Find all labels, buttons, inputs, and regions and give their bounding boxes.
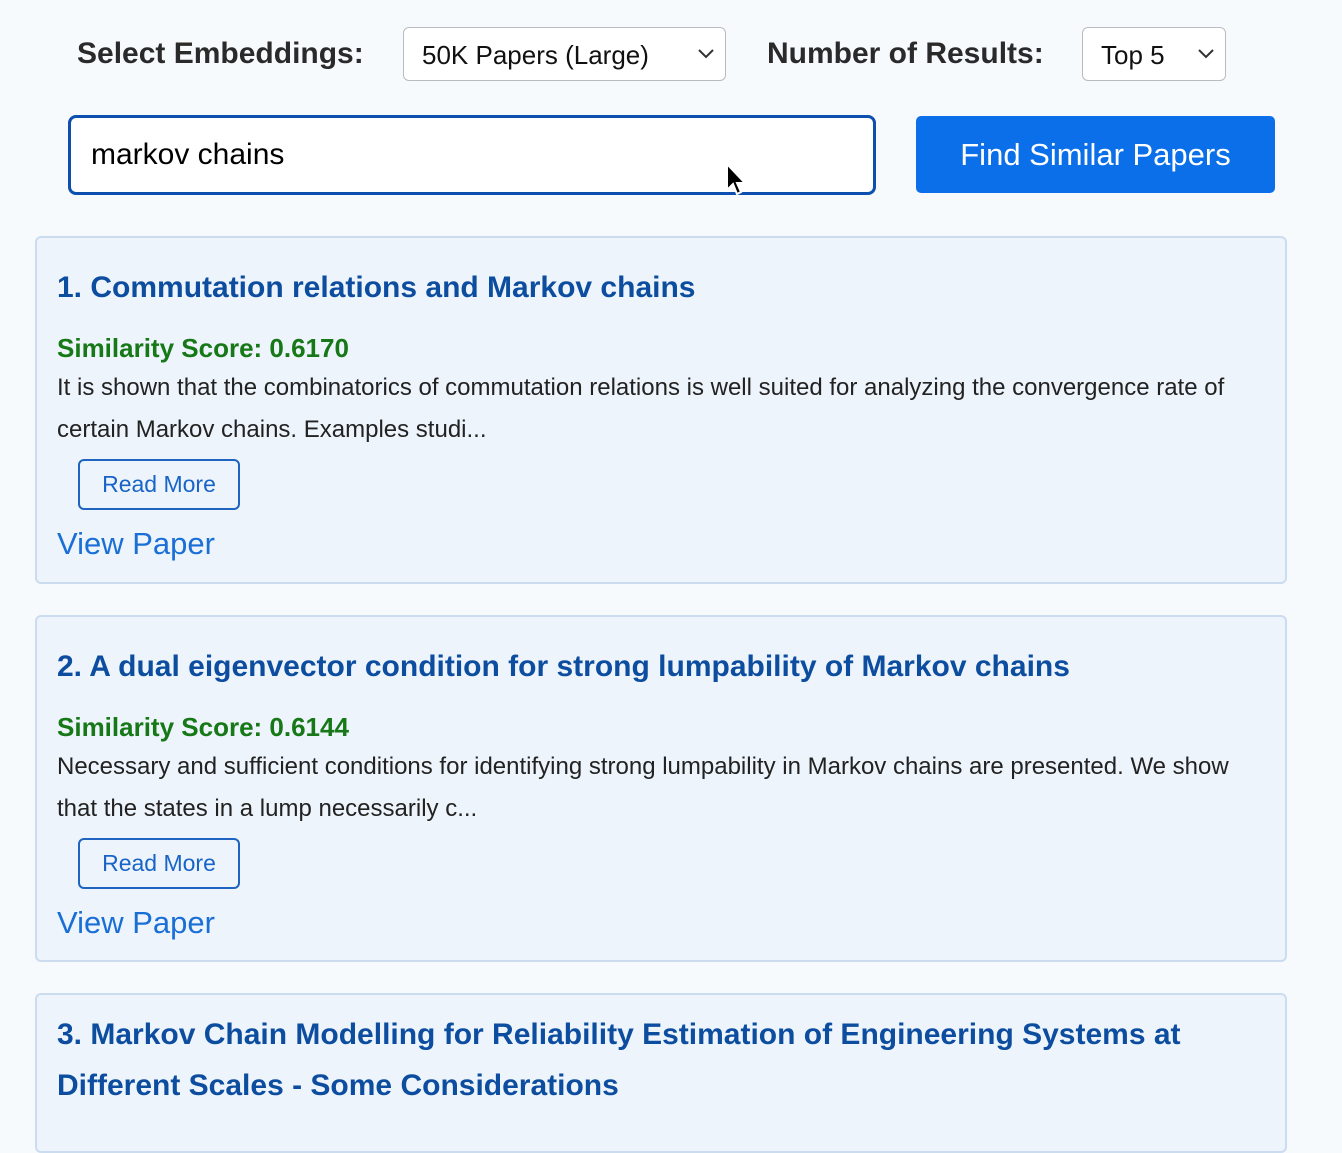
- mouse-cursor-icon: [726, 162, 748, 196]
- results-label: Number of Results:: [767, 37, 1044, 70]
- similarity-score: Similarity Score: 0.6170: [57, 333, 349, 363]
- embeddings-select-value: 50K Papers (Large): [422, 40, 649, 70]
- result-title: 3. Markov Chain Modelling for Reliabilit…: [57, 1018, 1181, 1102]
- find-similar-papers-button[interactable]: Find Similar Papers: [916, 116, 1275, 193]
- embeddings-select[interactable]: 50K Papers (Large): [403, 27, 726, 81]
- embeddings-label: Select Embeddings:: [77, 37, 364, 70]
- search-input[interactable]: [68, 115, 876, 195]
- result-card: 2. A dual eigenvector condition for stro…: [35, 615, 1287, 962]
- view-paper-link[interactable]: View Paper: [57, 905, 215, 940]
- result-abstract: It is shown that the combinatorics of co…: [57, 374, 1225, 443]
- view-paper-link[interactable]: View Paper: [57, 526, 215, 561]
- chevron-down-icon: [1198, 49, 1214, 59]
- result-title: 1. Commutation relations and Markov chai…: [57, 271, 696, 304]
- result-title: 2. A dual eigenvector condition for stro…: [57, 650, 1070, 683]
- results-count-select[interactable]: Top 5: [1082, 27, 1226, 81]
- read-more-button[interactable]: Read More: [78, 459, 240, 510]
- read-more-button[interactable]: Read More: [78, 838, 240, 889]
- result-card: 3. Markov Chain Modelling for Reliabilit…: [35, 993, 1287, 1153]
- similarity-score: Similarity Score: 0.6144: [57, 712, 349, 742]
- result-card: 1. Commutation relations and Markov chai…: [35, 236, 1287, 584]
- controls-bar: Select Embeddings: 50K Papers (Large) Nu…: [0, 27, 1342, 83]
- results-select-value: Top 5: [1101, 40, 1165, 70]
- chevron-down-icon: [698, 49, 714, 59]
- result-abstract: Necessary and sufficient conditions for …: [57, 753, 1229, 822]
